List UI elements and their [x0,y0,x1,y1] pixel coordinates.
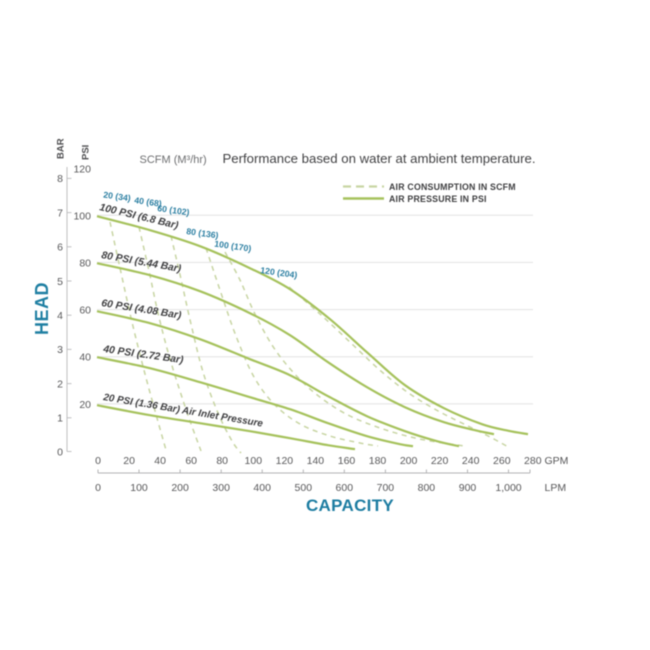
svg-text:6: 6 [57,242,63,254]
svg-text:0: 0 [95,482,101,494]
svg-text:40: 40 [79,352,91,364]
svg-text:160: 160 [338,455,356,467]
svg-text:Performance based on water at: Performance based on water at ambient te… [223,151,536,166]
svg-text:0: 0 [95,455,101,467]
svg-text:140: 140 [307,455,325,467]
svg-text:7: 7 [57,207,63,219]
svg-text:600: 600 [336,482,354,494]
svg-text:40: 40 [154,455,166,467]
svg-text:40 (68): 40 (68) [134,195,163,209]
svg-text:1: 1 [57,413,63,425]
svg-text:100: 100 [73,210,91,222]
svg-text:20: 20 [123,455,135,467]
svg-text:20 (34): 20 (34) [103,190,132,204]
svg-text:400: 400 [253,482,271,494]
svg-text:20: 20 [79,399,91,411]
svg-text:100: 100 [130,482,148,494]
svg-text:2: 2 [57,378,63,390]
svg-text:60: 60 [79,305,91,317]
svg-text:CAPACITY: CAPACITY [306,496,394,515]
svg-text:240: 240 [462,455,480,467]
svg-text:500: 500 [295,482,313,494]
svg-text:300: 300 [212,482,230,494]
svg-text:8: 8 [57,173,63,185]
svg-text:HEAD: HEAD [32,282,52,335]
svg-text:AIR CONSUMPTION IN SCFM: AIR CONSUMPTION IN SCFM [389,182,516,192]
svg-text:SCFM (M³/hr): SCFM (M³/hr) [140,154,207,166]
svg-text:80: 80 [79,257,91,269]
svg-text:700: 700 [377,482,395,494]
svg-text:60 (102): 60 (102) [157,203,191,217]
svg-text:800: 800 [418,482,436,494]
svg-text:180: 180 [369,455,387,467]
svg-text:100: 100 [245,455,263,467]
svg-text:GPM: GPM [545,455,569,467]
svg-text:0: 0 [57,447,63,459]
svg-text:260: 260 [493,455,511,467]
svg-text:900: 900 [459,482,477,494]
svg-text:80 (136): 80 (136) [186,226,220,240]
svg-text:4: 4 [57,310,63,322]
svg-text:120: 120 [73,164,91,176]
svg-text:200: 200 [171,482,189,494]
svg-text:280: 280 [524,455,542,467]
svg-text:BAR: BAR [56,138,67,159]
svg-text:200: 200 [400,455,418,467]
svg-text:220: 220 [431,455,449,467]
svg-text:120: 120 [276,455,294,467]
svg-text:60: 60 [185,455,197,467]
svg-text:PSI: PSI [81,145,92,160]
svg-text:80: 80 [216,455,228,467]
svg-text:3: 3 [57,344,63,356]
svg-text:1,000: 1,000 [495,482,521,494]
svg-text:5: 5 [57,276,63,288]
svg-text:LPM: LPM [545,482,567,494]
svg-text:AIR PRESSURE IN PSI: AIR PRESSURE IN PSI [389,194,487,204]
